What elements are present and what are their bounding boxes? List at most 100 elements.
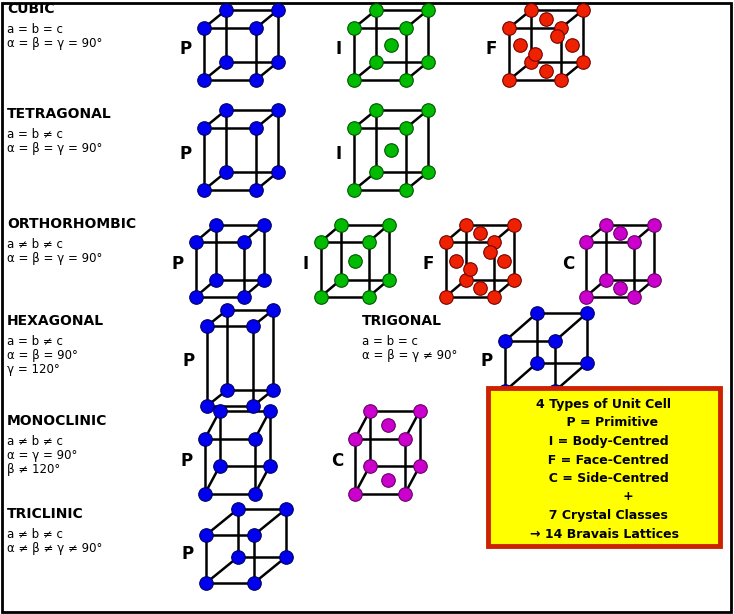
Text: a ≠ b ≠ c: a ≠ b ≠ c xyxy=(7,435,63,448)
Point xyxy=(460,274,472,284)
Point xyxy=(614,228,626,238)
Point xyxy=(220,57,232,67)
Point xyxy=(248,530,260,540)
Point xyxy=(508,220,520,230)
Point xyxy=(580,292,592,301)
Point xyxy=(400,123,412,133)
Point xyxy=(440,236,452,246)
Point xyxy=(364,406,376,416)
Point xyxy=(349,255,361,265)
Point xyxy=(400,185,412,195)
Point xyxy=(249,489,261,499)
Text: P: P xyxy=(172,255,184,273)
Point xyxy=(525,5,537,15)
Text: I: I xyxy=(336,145,342,163)
Text: I: I xyxy=(303,255,309,273)
Text: a = b = c: a = b = c xyxy=(7,23,63,36)
Point xyxy=(190,236,202,246)
Point xyxy=(385,40,397,50)
Point xyxy=(525,57,537,67)
Point xyxy=(508,274,520,284)
Point xyxy=(248,578,260,588)
Text: HEXAGONAL: HEXAGONAL xyxy=(7,314,104,328)
Text: P: P xyxy=(180,145,192,163)
Point xyxy=(250,123,262,133)
Text: CUBIC: CUBIC xyxy=(7,2,54,16)
Text: P: P xyxy=(481,352,493,370)
Point xyxy=(370,105,382,115)
Point xyxy=(214,406,226,416)
Point xyxy=(385,145,397,155)
Text: F: F xyxy=(486,40,497,58)
Point xyxy=(349,489,361,499)
Point xyxy=(422,5,434,15)
Point xyxy=(399,489,411,499)
Point xyxy=(648,220,660,230)
Point xyxy=(201,401,213,411)
Text: C: C xyxy=(331,452,343,470)
Point xyxy=(440,292,452,301)
Point xyxy=(488,236,500,246)
Point xyxy=(484,247,496,257)
Point xyxy=(210,220,222,230)
Point xyxy=(247,401,259,411)
Point xyxy=(250,23,262,33)
Point xyxy=(400,75,412,85)
Text: γ = 120°: γ = 120° xyxy=(7,363,59,376)
Text: α ≠ β ≠ γ ≠ 90°: α ≠ β ≠ γ ≠ 90° xyxy=(7,542,102,555)
Text: C: C xyxy=(562,255,574,273)
Point xyxy=(190,292,202,301)
Point xyxy=(422,57,434,67)
Text: α = β = γ = 90°: α = β = γ = 90° xyxy=(7,252,102,265)
Point xyxy=(220,105,232,115)
Text: α = γ = 90°: α = γ = 90° xyxy=(7,449,77,462)
Point xyxy=(315,292,327,301)
Point xyxy=(499,336,511,346)
Point xyxy=(272,5,284,15)
Point xyxy=(474,283,486,293)
Point xyxy=(474,228,486,238)
Text: 4 Types of Unit Cell
    P = Primitive
  I = Body-Centred
  F = Face-Centred
  C: 4 Types of Unit Cell P = Primitive I = B… xyxy=(529,398,678,540)
Point xyxy=(370,167,382,177)
Text: TRIGONAL: TRIGONAL xyxy=(362,314,442,328)
Point xyxy=(628,236,640,246)
Point xyxy=(272,167,284,177)
Point xyxy=(555,75,567,85)
Point xyxy=(198,75,210,85)
Point xyxy=(577,5,589,15)
Point xyxy=(498,255,510,265)
Point xyxy=(382,419,393,429)
Point xyxy=(499,386,511,396)
Point xyxy=(349,433,361,443)
Point xyxy=(272,105,284,115)
Point xyxy=(382,475,393,484)
Point xyxy=(220,167,232,177)
Text: P: P xyxy=(180,40,192,58)
Point xyxy=(370,5,382,15)
Text: α = β = γ ≠ 90°: α = β = γ ≠ 90° xyxy=(362,349,457,362)
Text: MONOCLINIC: MONOCLINIC xyxy=(7,414,107,428)
Point xyxy=(628,292,640,301)
Point xyxy=(370,57,382,67)
Point xyxy=(232,504,244,514)
Point xyxy=(540,14,552,24)
Point xyxy=(383,220,395,230)
Text: a = b ≠ c: a = b ≠ c xyxy=(7,335,63,348)
Point xyxy=(348,75,360,85)
Point xyxy=(414,460,426,470)
Point xyxy=(335,274,347,284)
Point xyxy=(348,185,360,195)
Point xyxy=(200,530,212,540)
Point xyxy=(551,31,563,41)
Point xyxy=(280,504,292,514)
Point xyxy=(648,274,660,284)
Point xyxy=(414,406,426,416)
Text: P: P xyxy=(182,545,194,563)
Point xyxy=(267,305,279,315)
Point xyxy=(247,321,259,331)
Point xyxy=(199,433,211,443)
Point xyxy=(529,49,541,59)
Point xyxy=(577,57,589,67)
Point xyxy=(249,433,261,443)
Point xyxy=(566,40,578,50)
